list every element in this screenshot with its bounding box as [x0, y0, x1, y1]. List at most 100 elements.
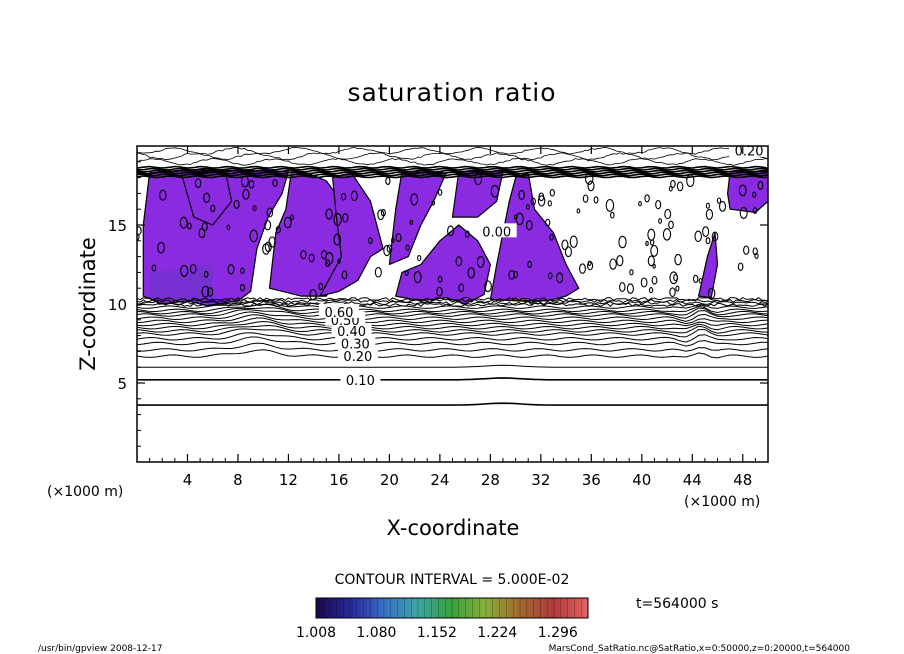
contour-speck: [670, 179, 676, 188]
colorbar-stripe: [428, 598, 432, 618]
contour-speck: [248, 180, 255, 189]
contour-speck: [549, 188, 555, 197]
chart-title: saturation ratio: [347, 78, 556, 107]
contour-speck: [616, 255, 624, 267]
x-tick-label: 44: [683, 471, 702, 489]
colorbar-stripe: [543, 598, 548, 618]
colorbar-stripe: [513, 598, 517, 618]
contour-line: [137, 307, 768, 316]
colorbar-stripe: [489, 598, 494, 618]
contour-speck: [576, 208, 581, 214]
contour-speck: [210, 204, 216, 213]
plot-area: 0.100.200.300.400.500.600.200.00: [136, 145, 769, 463]
contour-speck: [757, 181, 764, 190]
contour-speck: [605, 198, 615, 212]
contour-line: [137, 173, 768, 177]
contour-speck: [658, 218, 663, 224]
contour-line: [137, 364, 768, 368]
contour-speck: [738, 184, 747, 197]
x-tick-label: 32: [531, 471, 550, 489]
contour-line: [137, 298, 768, 304]
contour-speck: [711, 231, 719, 242]
colorbar-stripe: [329, 598, 334, 618]
colorbar-stripe: [574, 598, 579, 618]
contour-speck: [383, 245, 391, 257]
contour-speck: [537, 195, 546, 207]
contour-speck: [692, 274, 699, 284]
contour-speck: [686, 174, 695, 188]
colorbar-frame: [315, 597, 589, 619]
contour-label: 0.00: [482, 225, 511, 240]
colorbar-stripe: [407, 598, 412, 618]
colorbar-stripe: [411, 598, 415, 618]
x-tick-label: 4: [183, 471, 193, 489]
contour-speck: [547, 272, 553, 280]
colorbar-stripe: [482, 598, 487, 618]
colorbar-stripe: [469, 598, 473, 618]
contour-label: 0.20: [343, 350, 372, 365]
colorbar-ticks: 1.008 1.080 1.152 1.224 1.296: [296, 625, 578, 641]
contour-speck: [664, 208, 672, 220]
x-axis-label: X-coordinate: [387, 516, 520, 540]
colorbar-stripe: [350, 598, 354, 618]
contour-speck: [226, 224, 231, 231]
contour-speck: [582, 194, 589, 203]
fill-region: [319, 172, 384, 297]
contour-label-bg: [331, 322, 372, 337]
contour-speck: [337, 258, 341, 264]
colorbar-stripe: [370, 598, 375, 618]
colorbar-stripe: [339, 598, 344, 618]
contour-speck: [252, 205, 257, 212]
contour-speck: [249, 229, 258, 243]
colorbar-stripe: [472, 598, 477, 618]
contour-speck: [669, 271, 678, 285]
colorbar-stripe: [356, 598, 361, 618]
contour-line: [137, 171, 768, 175]
contour-speck: [458, 283, 465, 293]
fill-region: [388, 170, 447, 266]
colorbar-stripe: [499, 598, 504, 618]
contour-label-bg: [340, 371, 381, 386]
contour-speck: [194, 178, 202, 189]
contour-speck: [587, 180, 595, 192]
contour-speck: [264, 220, 272, 231]
x-tick-label: 20: [380, 471, 399, 489]
colorbar-stripe: [387, 598, 392, 618]
contour-speck: [547, 200, 552, 207]
colorbar-stripe: [564, 598, 568, 618]
y-tick-label: 5: [117, 375, 127, 393]
colorbar: [315, 597, 589, 619]
contour-line: [137, 402, 768, 406]
contour-speck: [587, 261, 594, 271]
supersaturation-fill: [142, 169, 768, 307]
contour-speck: [490, 184, 500, 198]
contour-speck: [386, 244, 393, 253]
colorbar-stripe: [577, 598, 582, 618]
contour-speck: [409, 219, 414, 225]
colorbar-stripe: [455, 598, 460, 618]
contour-speck: [395, 233, 402, 243]
colorbar-stripe: [465, 598, 470, 618]
contour-line: [137, 165, 768, 169]
contour-speck: [508, 269, 516, 280]
colorbar-stripe: [316, 598, 320, 618]
colorbar-tick-label: 1.080: [356, 625, 396, 641]
fill-region: [451, 170, 504, 218]
contour-speck: [377, 209, 385, 221]
x-tick-label: 28: [481, 471, 500, 489]
colorbar-stripe: [550, 598, 555, 618]
contour-speck: [151, 264, 157, 272]
colorbar-stripe: [540, 598, 545, 618]
colorbar-stripe: [353, 598, 358, 618]
contour-speck: [513, 214, 518, 220]
contour-speck: [201, 285, 210, 298]
contour-speck: [668, 220, 674, 230]
colorbar-stripe: [384, 598, 388, 618]
colorbar-stripe: [448, 598, 453, 618]
contour-speck: [474, 173, 483, 186]
colorbar-stripe: [452, 598, 456, 618]
contour-line: [137, 303, 768, 314]
colorbar-stripe: [377, 598, 381, 618]
colorbar-stripe: [554, 598, 558, 618]
contour-speck: [385, 177, 391, 185]
